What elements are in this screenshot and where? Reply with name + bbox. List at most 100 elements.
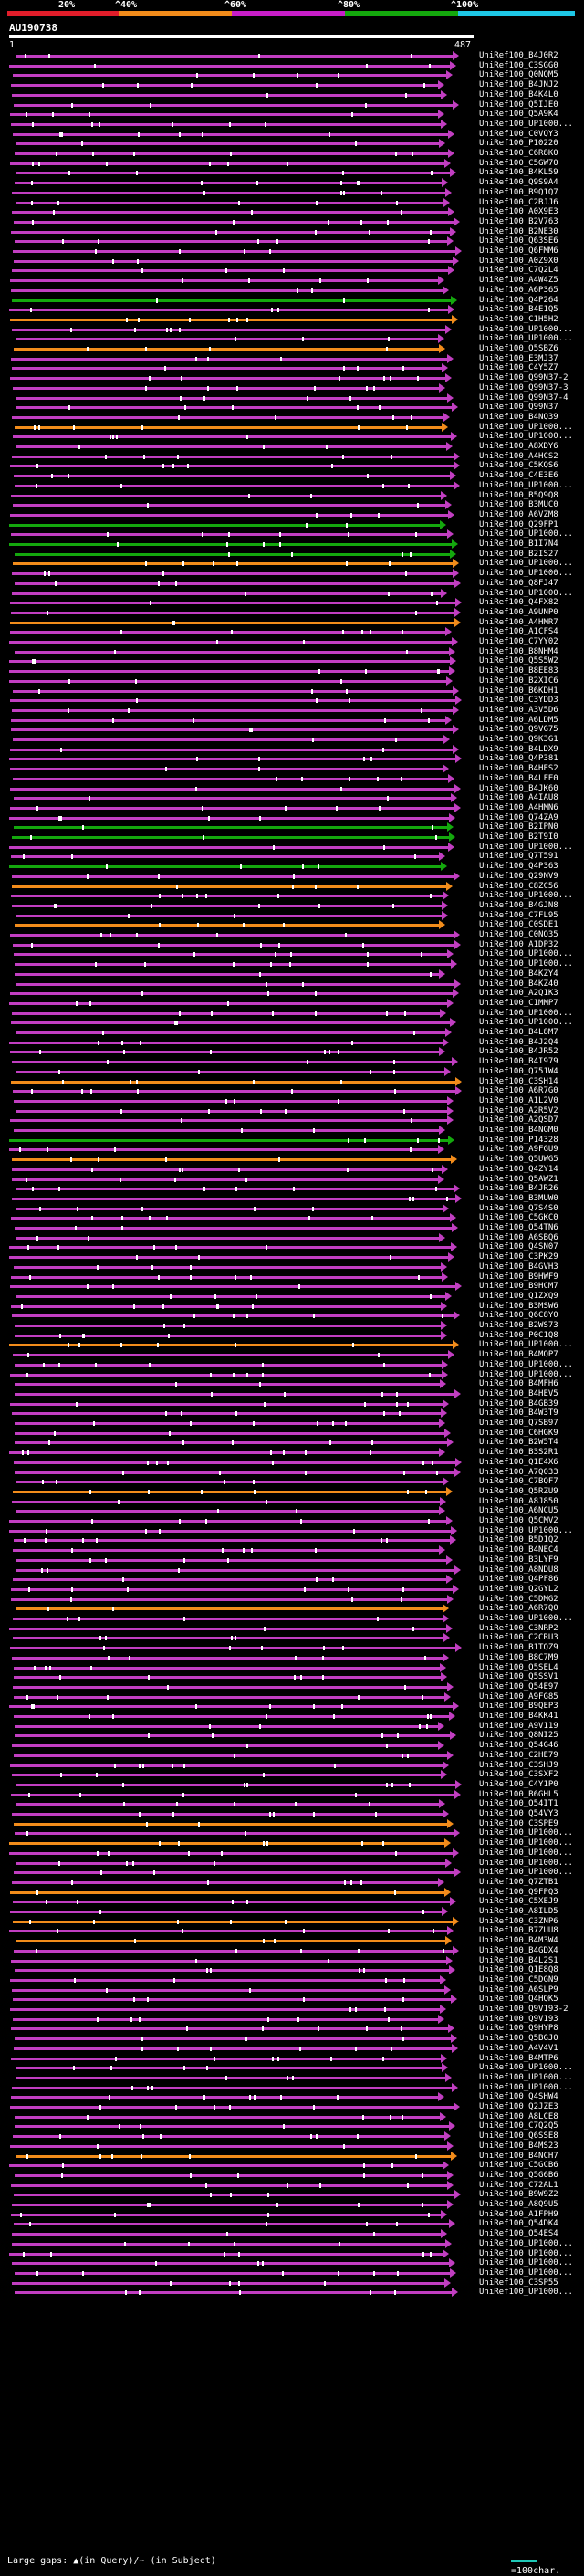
subject-link[interactable]: UniRef100_C4E3E6 xyxy=(479,471,558,481)
alignment-row[interactable]: UniRef100_UP1000... xyxy=(0,1359,584,1370)
alignment-bar[interactable] xyxy=(16,2063,448,2073)
alignment-row[interactable]: UniRef100_UP1000... xyxy=(0,529,584,539)
alignment-row[interactable]: UniRef100_Q7ZTB1 xyxy=(0,1877,584,1888)
alignment-bar[interactable] xyxy=(11,2053,447,2063)
subject-link[interactable]: UniRef100_Q9VG75 xyxy=(479,725,558,735)
alignment-bar[interactable] xyxy=(12,900,448,910)
subject-link[interactable]: UniRef100_C7Q2Q5 xyxy=(479,2121,558,2131)
alignment-bar[interactable] xyxy=(10,930,460,939)
subject-link[interactable]: UniRef100_B4I979 xyxy=(479,1057,558,1067)
alignment-row[interactable]: UniRef100_B7ZUU8 xyxy=(0,1926,584,1936)
alignment-bar[interactable] xyxy=(13,1995,457,2005)
alignment-bar[interactable] xyxy=(13,2131,451,2141)
alignment-bar[interactable] xyxy=(13,1545,445,1555)
alignment-row[interactable]: UniRef100_Q8NI25 xyxy=(0,1731,584,1741)
alignment-bar[interactable] xyxy=(12,1809,449,1818)
subject-link[interactable]: UniRef100_Q4HQK5 xyxy=(479,1995,558,2005)
subject-link[interactable]: UniRef100_UP1000... xyxy=(479,2258,573,2268)
subject-link[interactable]: UniRef100_C5KQS6 xyxy=(479,461,558,471)
alignment-row[interactable]: UniRef100_A2R5V2 xyxy=(0,1105,584,1116)
subject-link[interactable]: UniRef100_Q4P363 xyxy=(479,862,558,872)
alignment-row[interactable]: UniRef100_A7Q033 xyxy=(0,1467,584,1478)
alignment-row[interactable]: UniRef100_P10220 xyxy=(0,139,584,149)
subject-link[interactable]: UniRef100_A3V5D6 xyxy=(479,705,558,715)
subject-link[interactable]: UniRef100_A1FPH9 xyxy=(479,2209,558,2219)
alignment-row[interactable]: UniRef100_Q5S5W2 xyxy=(0,656,584,666)
alignment-row[interactable]: UniRef100_B4J2Q4 xyxy=(0,1037,584,1048)
alignment-row[interactable]: UniRef100_B9HCM7 xyxy=(0,1282,584,1292)
alignment-row[interactable]: UniRef100_UP1000... xyxy=(0,432,584,442)
alignment-bar[interactable] xyxy=(13,382,445,393)
alignment-row[interactable]: UniRef100_A4IAU8 xyxy=(0,793,584,803)
subject-link[interactable]: UniRef100_UP1000... xyxy=(479,432,573,442)
subject-link[interactable]: UniRef100_Q2JZE3 xyxy=(479,2102,558,2111)
alignment-row[interactable]: UniRef100_A4V4V1 xyxy=(0,2043,584,2054)
alignment-row[interactable]: UniRef100_B4JNJ2 xyxy=(0,80,584,90)
subject-link[interactable]: UniRef100_UP1000... xyxy=(479,2238,573,2248)
alignment-bar[interactable] xyxy=(9,1848,459,1858)
alignment-row[interactable]: UniRef100_C3SPE9 xyxy=(0,1818,584,1829)
alignment-bar[interactable] xyxy=(13,773,454,783)
subject-link[interactable]: UniRef100_B4W3T9 xyxy=(479,1408,558,1419)
alignment-row[interactable]: UniRef100_B4MFH6 xyxy=(0,1379,584,1389)
subject-link[interactable]: UniRef100_Q4P381 xyxy=(479,754,558,764)
alignment-row[interactable]: UniRef100_B4GDX4 xyxy=(0,1945,584,1956)
alignment-row[interactable]: UniRef100_C3SH14 xyxy=(0,1076,584,1087)
subject-link[interactable]: UniRef100_A2Q1K3 xyxy=(479,989,558,999)
subject-link[interactable]: UniRef100_Q8NI25 xyxy=(479,1731,558,1741)
alignment-row[interactable]: UniRef100_Q9V193 xyxy=(0,2014,584,2025)
alignment-row[interactable]: UniRef100_C4E3E6 xyxy=(0,471,584,481)
alignment-row[interactable]: UniRef100_A2Q1K3 xyxy=(0,989,584,999)
subject-link[interactable]: UniRef100_B2XIC6 xyxy=(479,675,558,686)
subject-link[interactable]: UniRef100_UP1000... xyxy=(479,1018,573,1028)
alignment-row[interactable]: UniRef100_C5GCB6 xyxy=(0,2161,584,2171)
subject-link[interactable]: UniRef100_C3SP55 xyxy=(479,2278,558,2288)
alignment-row[interactable]: UniRef100_Q1ZXQ9 xyxy=(0,1291,584,1302)
alignment-row[interactable]: UniRef100_UP1000... xyxy=(0,480,584,491)
alignment-row[interactable]: UniRef100_UP1000... xyxy=(0,569,584,579)
subject-link[interactable]: UniRef100_A6SBQ6 xyxy=(479,1232,558,1242)
alignment-bar[interactable] xyxy=(10,461,460,471)
alignment-bar[interactable] xyxy=(11,725,459,735)
alignment-bar[interactable] xyxy=(16,1565,461,1575)
subject-link[interactable]: UniRef100_B4L8M7 xyxy=(479,1028,558,1037)
subject-link[interactable]: UniRef100_Q5SEL4 xyxy=(479,1662,558,1672)
subject-link[interactable]: UniRef100_C0SDE1 xyxy=(479,920,558,930)
alignment-bar[interactable] xyxy=(13,939,461,949)
alignment-row[interactable]: UniRef100_C72AL1 xyxy=(0,2180,584,2191)
subject-link[interactable]: UniRef100_A1DP32 xyxy=(479,939,558,949)
alignment-row[interactable]: UniRef100_C5DGN9 xyxy=(0,1974,584,1985)
alignment-bar[interactable] xyxy=(11,490,447,500)
alignment-row[interactable]: UniRef100_Q751W4 xyxy=(0,1066,584,1077)
subject-link[interactable]: UniRef100_A8LCE8 xyxy=(479,2111,558,2121)
subject-link[interactable]: UniRef100_UP1000... xyxy=(479,119,573,129)
alignment-row[interactable]: UniRef100_B4L2S1 xyxy=(0,1955,584,1966)
alignment-bar[interactable] xyxy=(10,1398,449,1408)
subject-link[interactable]: UniRef100_A6LDM5 xyxy=(479,715,558,725)
subject-link[interactable]: UniRef100_UP1000... xyxy=(479,891,573,901)
subject-link[interactable]: UniRef100_A8ILD5 xyxy=(479,1907,558,1916)
alignment-row[interactable]: UniRef100_C3SHJ9 xyxy=(0,1760,584,1771)
alignment-row[interactable]: UniRef100_B4E1Q5 xyxy=(0,305,584,315)
subject-link[interactable]: UniRef100_Q6C8Y0 xyxy=(479,1311,558,1321)
alignment-row[interactable]: UniRef100_B6KDH1 xyxy=(0,686,584,696)
alignment-row[interactable]: UniRef100_B4KZ40 xyxy=(0,979,584,990)
alignment-row[interactable]: UniRef100_C3ZNP6 xyxy=(0,1916,584,1927)
alignment-bar[interactable] xyxy=(16,979,461,989)
alignment-bar[interactable] xyxy=(13,432,457,442)
alignment-bar[interactable] xyxy=(12,1057,458,1067)
subject-link[interactable]: UniRef100_Q99N37-4 xyxy=(479,393,568,403)
subject-link[interactable]: UniRef100_A4IAU8 xyxy=(479,793,558,803)
alignment-row[interactable]: UniRef100_B4I979 xyxy=(0,1057,584,1067)
subject-link[interactable]: UniRef100_UP1000... xyxy=(479,1838,573,1848)
alignment-row[interactable]: UniRef100_B4NEC4 xyxy=(0,1545,584,1555)
alignment-bar[interactable] xyxy=(15,549,456,559)
subject-link[interactable]: UniRef100_UP1000... xyxy=(479,2248,573,2258)
alignment-row[interactable]: UniRef100_Q63SE6 xyxy=(0,236,584,246)
subject-link[interactable]: UniRef100_B3MSW6 xyxy=(479,1301,558,1311)
alignment-bar[interactable] xyxy=(16,1477,449,1487)
alignment-bar[interactable] xyxy=(11,2209,447,2219)
subject-link[interactable]: UniRef100_UP1000... xyxy=(479,1340,573,1350)
subject-link[interactable]: UniRef100_B4J0R2 xyxy=(479,51,558,60)
alignment-row[interactable]: UniRef100_A1DP32 xyxy=(0,939,584,950)
